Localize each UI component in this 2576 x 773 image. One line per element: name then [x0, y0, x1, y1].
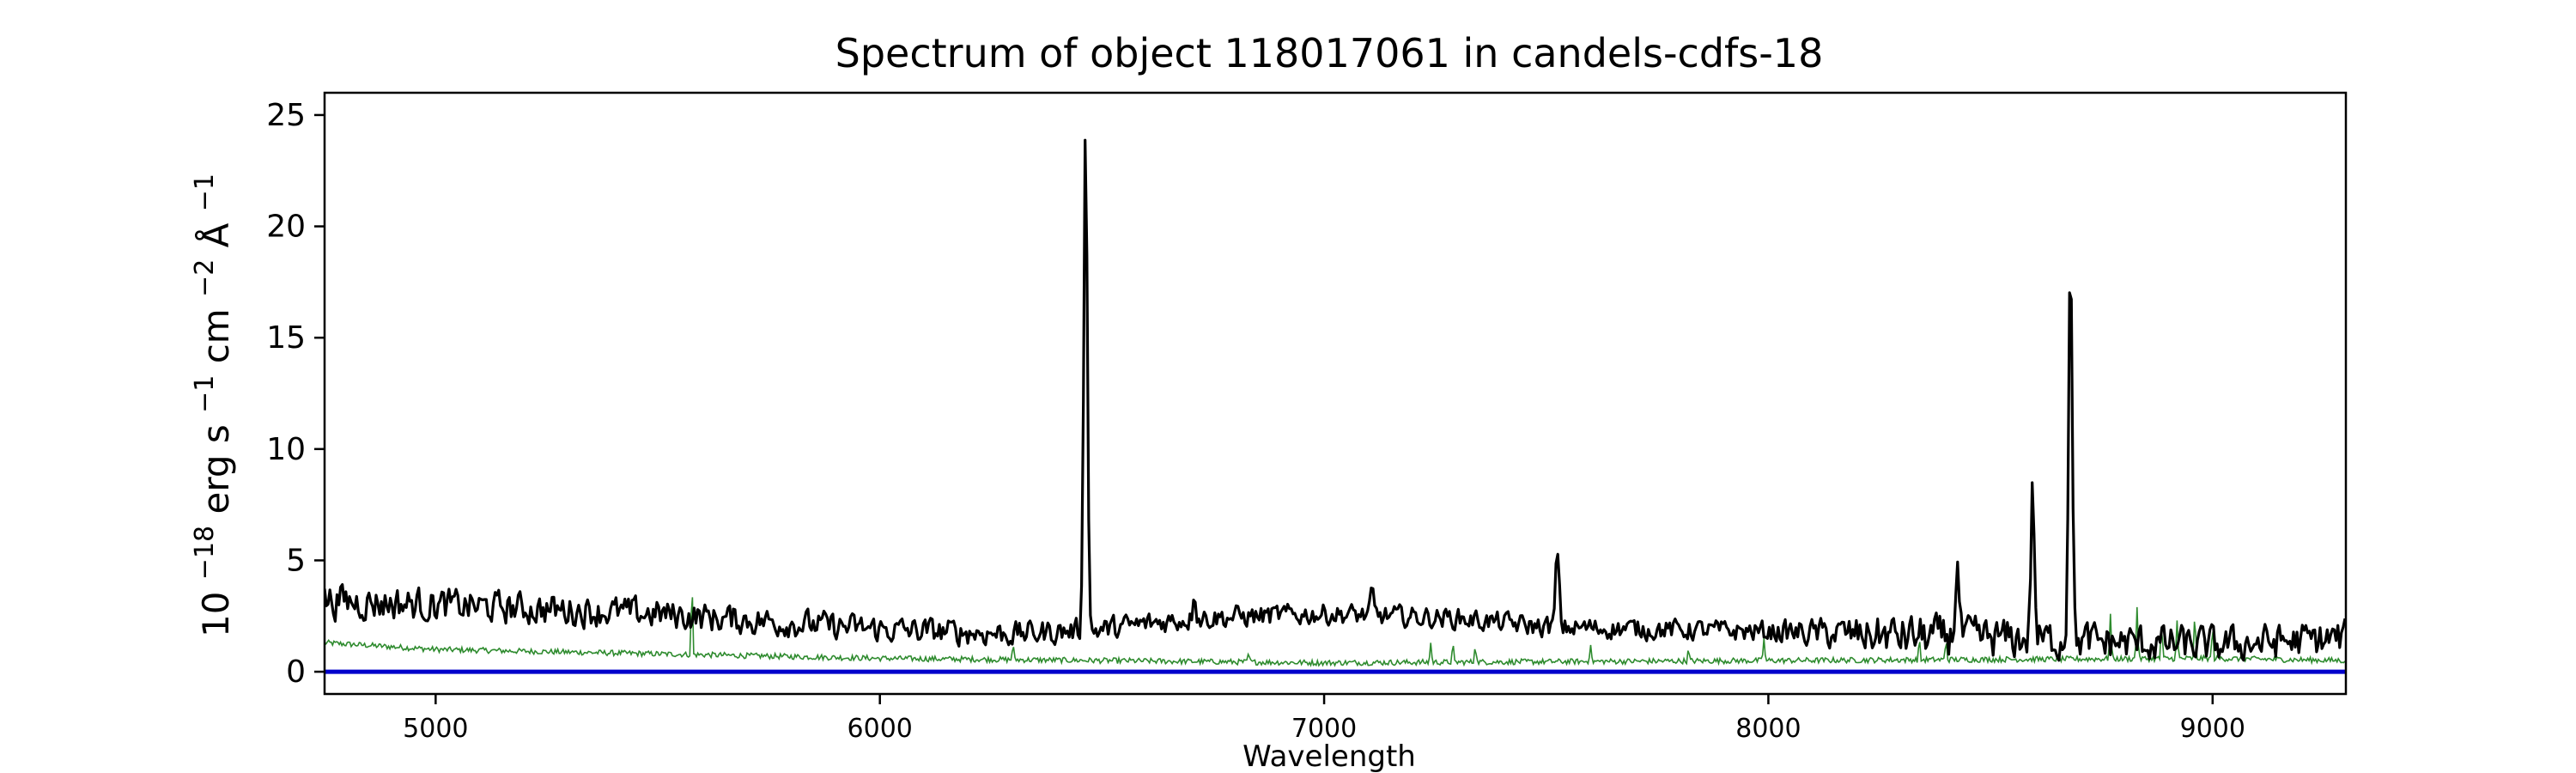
y-label-unit3: Å [194, 222, 237, 247]
x-tick-label: 7000 [1291, 714, 1357, 744]
y-tick-label: 10 [266, 432, 306, 467]
x-axis-label: Wavelength [1242, 740, 1416, 773]
x-tick-label: 6000 [848, 714, 913, 744]
x-tick-label: 5000 [403, 714, 468, 744]
y-label-exp2: −1 [190, 375, 220, 413]
y-label-exp1: −18 [190, 526, 220, 580]
y-axis-label: 10 −18 erg s −1 cm −2 Å −1 [179, 173, 237, 637]
error-spectrum-line [325, 597, 2346, 667]
y-tick-label: 20 [266, 210, 306, 245]
y-label-base: 10 [195, 592, 237, 637]
x-tick-label: 9000 [2180, 714, 2245, 744]
svg-text:10 −18 erg s: 10 −18 erg s −1 cm −2 Å −1 [179, 173, 237, 637]
y-tick-label: 15 [266, 320, 306, 356]
x-tick-label: 8000 [1735, 714, 1801, 744]
axes: 5000 6000 7000 8000 9000 0 5 10 15 20 25 [266, 91, 2348, 744]
y-tick-label: 5 [286, 543, 306, 578]
y-tick-label: 25 [266, 98, 306, 133]
chart-title: Spectrum of object 118017061 in candels-… [835, 30, 1824, 76]
flux-spectrum-line [325, 138, 2346, 662]
y-label-unit2: cm [195, 308, 237, 363]
plot-area [325, 138, 2346, 674]
y-label-exp3: −2 [190, 259, 220, 297]
y-tick-label: 0 [286, 654, 306, 690]
plot-frame [323, 91, 2348, 696]
y-label-exp4: −1 [190, 173, 220, 211]
y-label-unit1: erg s [195, 424, 237, 514]
